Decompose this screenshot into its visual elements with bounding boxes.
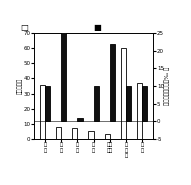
- Bar: [40, 85, 45, 139]
- Bar: [142, 86, 147, 121]
- Bar: [56, 127, 61, 139]
- Y-axis label: 人口（亿）: 人口（亿）: [18, 78, 23, 94]
- Bar: [94, 86, 99, 121]
- Bar: [126, 86, 131, 121]
- Bar: [72, 128, 77, 139]
- Bar: [121, 48, 126, 139]
- Bar: [77, 118, 83, 121]
- Bar: [137, 83, 142, 139]
- Bar: [45, 86, 50, 121]
- Bar: [61, 19, 66, 121]
- Y-axis label: 人口自然增长率（‰ ）: 人口自然增长率（‰ ）: [164, 67, 170, 105]
- Bar: [105, 134, 110, 139]
- Text: ■: ■: [94, 23, 101, 32]
- Text: □: □: [20, 23, 28, 32]
- Bar: [88, 131, 94, 139]
- Bar: [110, 44, 115, 121]
